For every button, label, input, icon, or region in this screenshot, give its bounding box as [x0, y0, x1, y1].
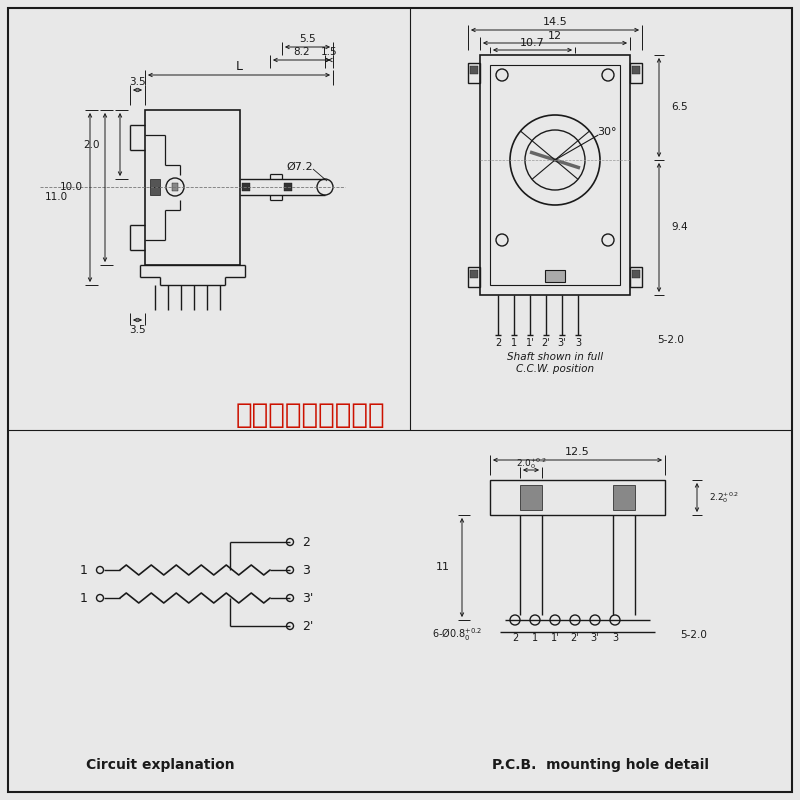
Text: 1': 1': [550, 633, 559, 643]
Text: 6.5: 6.5: [671, 102, 688, 113]
Text: 2: 2: [512, 633, 518, 643]
Text: 9.4: 9.4: [671, 222, 688, 233]
Text: 5-2.0: 5-2.0: [657, 335, 684, 345]
Text: 1: 1: [511, 338, 517, 348]
Text: 6-Ø0.8$^{+0.2}_{0}$: 6-Ø0.8$^{+0.2}_{0}$: [432, 626, 482, 643]
Text: 10.7: 10.7: [520, 38, 545, 48]
Text: Ø7.2: Ø7.2: [286, 162, 314, 172]
Bar: [242, 183, 250, 191]
Text: 12: 12: [548, 31, 562, 41]
Bar: [468, 63, 480, 83]
Bar: [284, 183, 292, 191]
Bar: [172, 183, 178, 191]
Text: 1.5: 1.5: [321, 47, 338, 57]
Text: P.C.B.  mounting hole detail: P.C.B. mounting hole detail: [491, 758, 709, 772]
Text: 3.5: 3.5: [129, 77, 146, 87]
Text: 2.0$^{+0.2}_{0}$: 2.0$^{+0.2}_{0}$: [516, 457, 546, 471]
Bar: [150, 187, 160, 195]
Text: 3: 3: [575, 338, 581, 348]
Text: 3.5: 3.5: [129, 325, 146, 335]
Text: 8.2: 8.2: [293, 47, 310, 57]
Text: 3: 3: [302, 563, 310, 577]
Bar: [470, 66, 478, 74]
Bar: [470, 270, 478, 278]
Text: 2.2$^{+0.2}_{0}$: 2.2$^{+0.2}_{0}$: [709, 490, 739, 505]
Text: 3': 3': [590, 633, 599, 643]
Text: 1: 1: [80, 563, 88, 577]
Text: 2': 2': [302, 619, 314, 633]
Text: 11.0: 11.0: [45, 193, 68, 202]
Bar: [520, 485, 542, 510]
Text: 1: 1: [80, 591, 88, 605]
Text: Circuit explanation: Circuit explanation: [86, 758, 234, 772]
Text: 11: 11: [436, 562, 450, 573]
Bar: [480, 55, 630, 295]
Text: 2: 2: [302, 535, 310, 549]
Bar: [630, 267, 642, 287]
Text: 2': 2': [542, 338, 550, 348]
Text: 1': 1': [526, 338, 534, 348]
Text: 12.5: 12.5: [565, 447, 590, 457]
Bar: [632, 270, 640, 278]
Text: 5.5: 5.5: [299, 34, 316, 44]
Bar: [490, 65, 620, 285]
Text: 广州市永兴科技电子: 广州市永兴科技电子: [235, 401, 385, 429]
Text: 5-2.0: 5-2.0: [680, 630, 707, 640]
Bar: [145, 110, 240, 265]
Text: Shaft shown in full: Shaft shown in full: [507, 352, 603, 362]
Text: 2: 2: [495, 338, 501, 348]
Text: 2.0: 2.0: [83, 139, 100, 150]
Text: 2': 2': [570, 633, 579, 643]
Bar: [490, 480, 665, 515]
Bar: [613, 485, 635, 510]
Text: 30°: 30°: [597, 127, 617, 137]
Bar: [150, 179, 160, 187]
Bar: [468, 267, 480, 287]
Bar: [632, 66, 640, 74]
Text: 10.0: 10.0: [60, 182, 83, 193]
Text: 1: 1: [532, 633, 538, 643]
Bar: [545, 270, 565, 282]
Text: 3': 3': [558, 338, 566, 348]
Bar: [630, 63, 642, 83]
Text: 14.5: 14.5: [542, 17, 567, 27]
Text: 3': 3': [302, 591, 314, 605]
Text: L: L: [235, 61, 242, 74]
Text: 3: 3: [612, 633, 618, 643]
Text: C.C.W. position: C.C.W. position: [516, 364, 594, 374]
